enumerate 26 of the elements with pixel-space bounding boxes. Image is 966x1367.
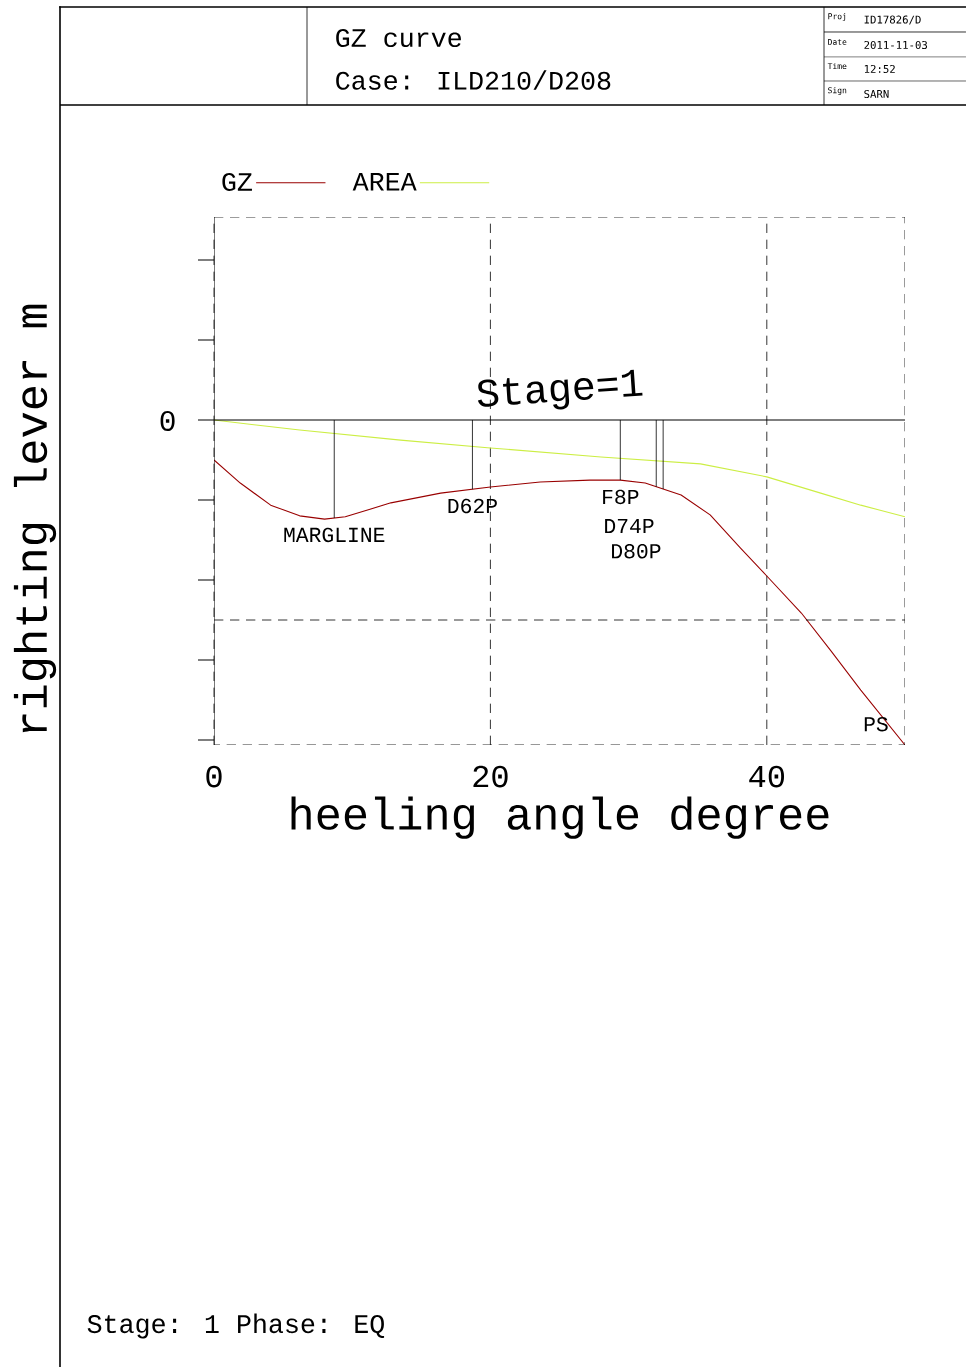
text: Sign [828, 87, 847, 95]
x-tick-label: 0 [206, 765, 222, 788]
ref-line-label: D80P [612, 544, 661, 559]
text: ID17826/D [864, 15, 921, 25]
text: 12:52 [864, 64, 895, 74]
text: 2011-11-03 [864, 40, 928, 50]
text: 0 [160, 411, 175, 431]
chart-subtitle: Case: ILD210/D208 [336, 70, 611, 90]
text: Proj [828, 13, 846, 21]
y-axis-title: righting lever m [13, 304, 57, 733]
ref-line-label: F8P [603, 489, 639, 505]
chart-title: GZ curve [336, 28, 461, 48]
text: Date [828, 39, 847, 45]
x-tick-label: 20 [473, 765, 508, 788]
ref-line-label: D74P [605, 519, 654, 534]
text: Stage: 1 Phase: EQ [87, 1313, 385, 1339]
legend-label: GZ [222, 172, 252, 191]
annotation: PS [864, 716, 888, 732]
x-tick-label: 40 [749, 765, 785, 788]
x-axis-title: heeling angle degree [291, 796, 829, 839]
text: SARN [864, 89, 889, 99]
ref-line-label: MARGLINE [284, 527, 385, 543]
text: Time [827, 62, 847, 70]
ref-line-label: D62P [448, 498, 497, 514]
legend-label: AREA [352, 173, 417, 191]
text: Stage=1 [477, 369, 643, 410]
